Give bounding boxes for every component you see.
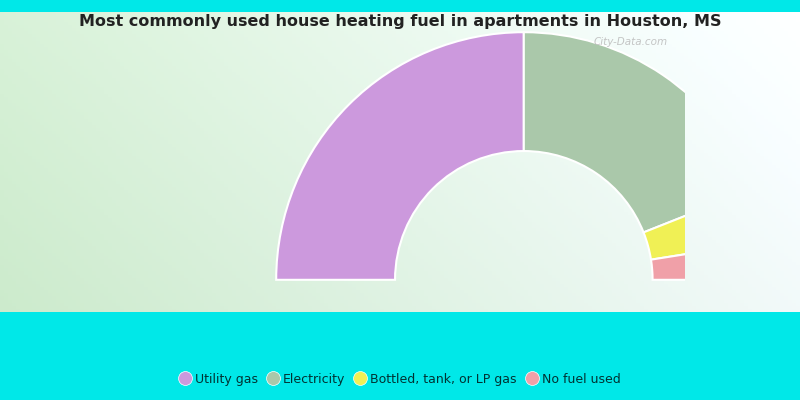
Text: Most commonly used house heating fuel in apartments in Houston, MS: Most commonly used house heating fuel in… bbox=[78, 14, 722, 29]
Wedge shape bbox=[524, 32, 754, 232]
Wedge shape bbox=[643, 189, 768, 260]
FancyBboxPatch shape bbox=[0, 0, 800, 12]
FancyBboxPatch shape bbox=[0, 312, 800, 400]
Legend: Utility gas, Electricity, Bottled, tank, or LP gas, No fuel used: Utility gas, Electricity, Bottled, tank,… bbox=[176, 369, 624, 390]
Wedge shape bbox=[276, 32, 524, 280]
Wedge shape bbox=[651, 241, 771, 280]
Text: City-Data.com: City-Data.com bbox=[594, 38, 668, 48]
